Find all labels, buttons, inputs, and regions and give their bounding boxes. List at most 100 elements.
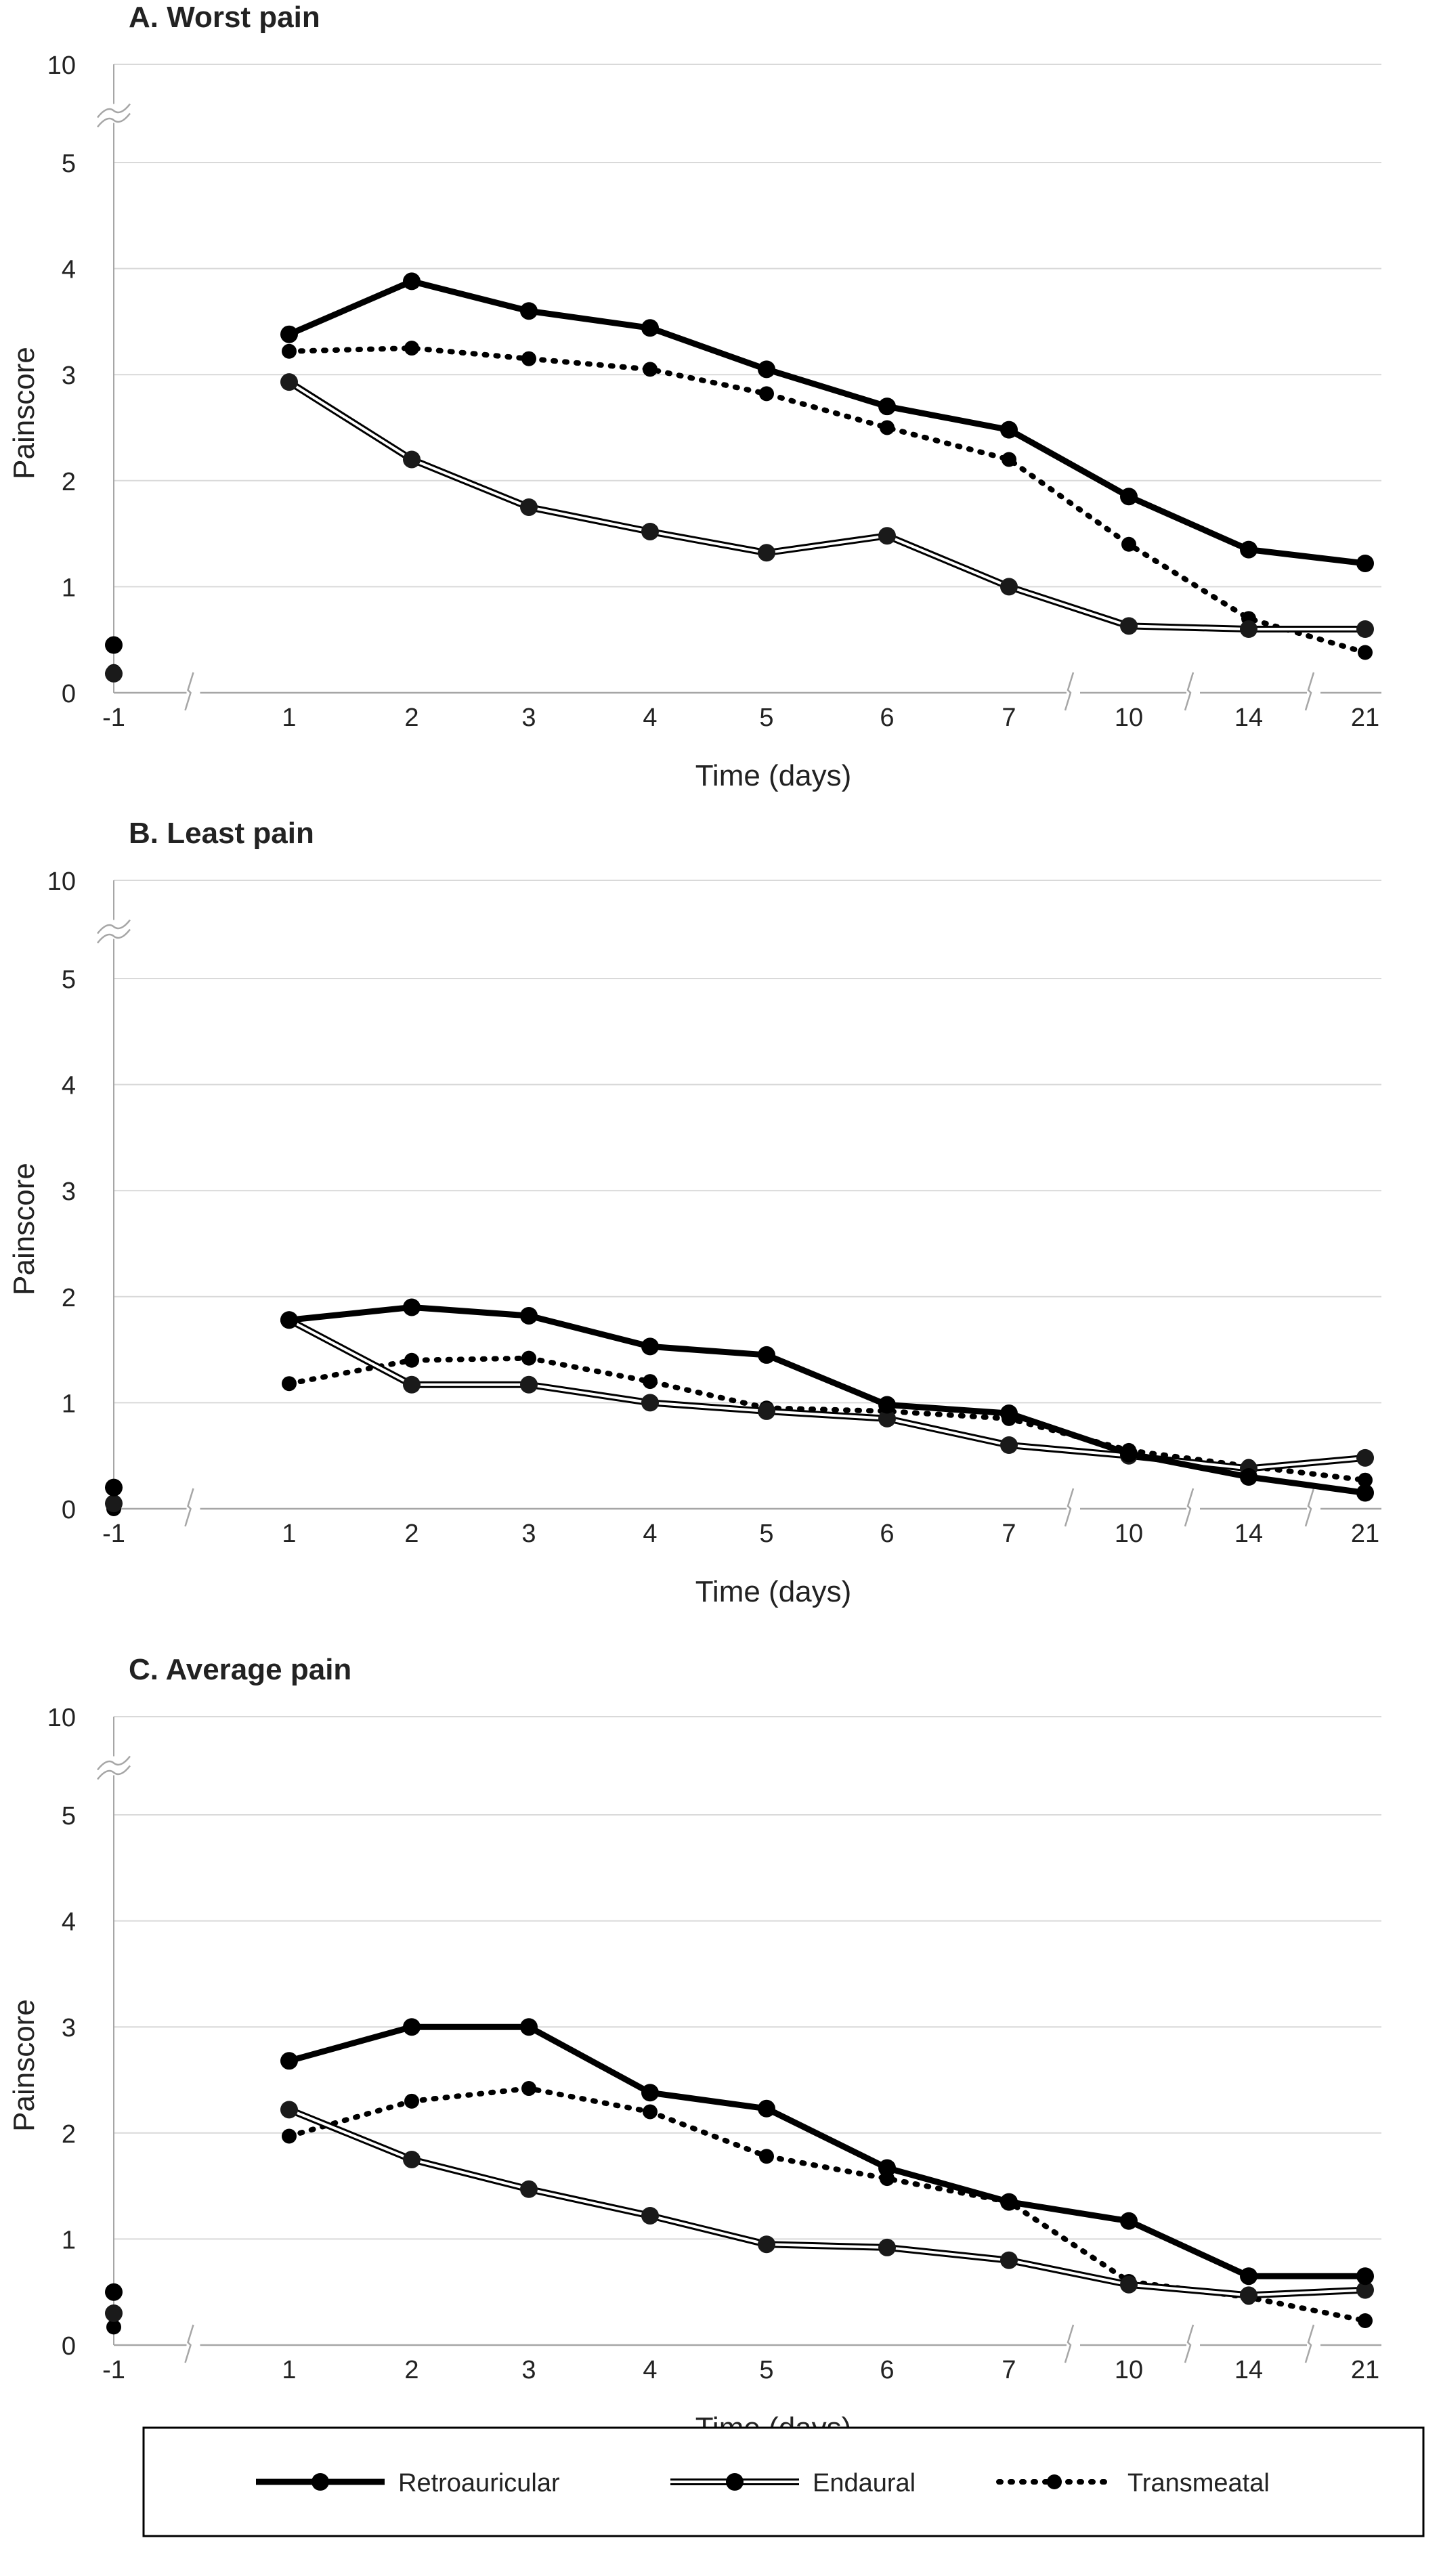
x-tick-label: 14 [1234,704,1263,732]
data-point-retroauricular [1356,2267,1374,2285]
x-tick-label: 5 [759,2356,773,2384]
data-point-retroauricular [280,325,298,343]
x-tick-label: 7 [1002,2356,1016,2384]
y-axis-break-mark [97,112,131,128]
x-tick-label: 14 [1234,2356,1263,2384]
data-point-retroauricular [1356,554,1374,572]
x-tick-label: 6 [880,2356,894,2384]
data-point-endaural [403,2150,421,2168]
data-point-transmeatal [880,420,895,435]
x-tick-label: 1 [282,704,296,732]
x-tick-label: 2 [404,704,418,732]
data-point-transmeatal [759,2149,774,2164]
x-axis-break-mark [1064,2324,1075,2363]
data-point-retroauricular [878,398,896,416]
x-tick-label: -1 [102,704,125,732]
y-tick-label: 0 [62,2332,76,2361]
y-axis-break-mark [97,928,131,944]
data-point-retroauricular [520,302,538,320]
legend-item-transmeatal: Transmeatal [996,2469,1270,2497]
chart-panel-1: A. Worst pain 0 1 2 3 4 5 10 -1 1 2 3 4 5 6 7 10 14 21 Time… [7,1,1381,792]
x-tick-label: 2 [404,1520,418,1548]
legend: Retroauricular Endaural Transmeatal [142,2426,1425,2537]
data-point-retroauricular [758,1346,775,1364]
y-tick-label: 1 [62,2226,76,2254]
data-point-transmeatal [282,2128,297,2144]
data-point-endaural [758,1402,775,1420]
data-point-endaural [641,2206,659,2225]
data-point-transmeatal [1358,1472,1373,1488]
x-tick-label: 10 [1115,2356,1143,2384]
x-axis-break-gap [1307,691,1320,695]
x-axis-break-gap [1067,2343,1080,2347]
data-point-endaural [1000,1436,1018,1455]
data-point-transmeatal [282,1376,297,1392]
x-axis-break-gap [1067,691,1080,695]
x-tick-label: 4 [643,1520,657,1548]
x-axis-break-mark [1304,672,1315,711]
data-point-endaural [1356,1448,1374,1467]
series-line-retroauricular [288,2023,1365,2279]
data-point-endaural [1120,2275,1138,2294]
y-tick-label: 3 [62,362,76,390]
x-axis-break-gap [186,2343,200,2347]
data-point-endaural [1000,2251,1018,2269]
x-axis-break-mark [184,2324,194,2363]
y-tick-label: 10 [47,51,76,80]
data-point-transmeatal [1358,2313,1373,2328]
data-point-retroauricular [403,272,421,291]
data-point-endaural [280,2101,298,2119]
data-point-transmeatal [521,1350,536,1366]
series-retroauricular [105,1298,1374,1502]
series-line-endaural-inner [288,1318,1366,1470]
data-point-retroauricular [1240,2267,1257,2285]
series-line-endaural-inner [288,2108,1366,2297]
data-point-retroauricular [641,2084,659,2102]
y-tick-label: 2 [62,2120,76,2149]
y-tick-label: 1 [62,1390,76,1418]
y-tick-label: 3 [62,2014,76,2042]
x-tick-label: 14 [1234,1520,1263,1548]
y-tick-label: 0 [62,680,76,708]
x-axis-break-gap [186,1507,200,1511]
y-tick-label: 5 [62,1802,76,1830]
x-axis-break-mark [184,1488,194,1527]
data-point-transmeatal [1002,452,1016,467]
y-tick-label: 1 [62,574,76,602]
y-tick-label: 5 [62,966,76,994]
data-point-transmeatal [1358,645,1373,660]
x-axis-break-mark [1304,2324,1315,2363]
series-transmeatal [106,1350,1373,1516]
data-point-retroauricular [105,2283,123,2301]
x-axis-break-gap [1186,2343,1200,2347]
data-point-endaural [878,1409,896,1427]
data-point-retroauricular [280,1311,298,1329]
x-tick-label: 3 [521,704,536,732]
chart-title: A. Worst pain [129,1,320,34]
data-point-retroauricular [1356,1484,1374,1502]
y-axis-label: Painscore [7,347,41,479]
series-line-retroauricular [288,1304,1366,1496]
y-tick-label: 4 [62,1072,76,1100]
y-tick-label: 5 [62,150,76,178]
x-axis-break-gap [1186,691,1200,695]
data-point-transmeatal [106,2319,121,2335]
data-point-endaural [1000,578,1018,596]
x-tick-label: 6 [880,1520,894,1548]
data-point-retroauricular [1120,488,1138,506]
data-point-transmeatal [521,2081,536,2097]
data-point-retroauricular [403,1298,421,1316]
data-point-transmeatal [643,2104,658,2120]
data-point-endaural [1356,620,1374,639]
legend-label-retroauricular: Retroauricular [398,2469,560,2497]
legend-item-retroauricular: Retroauricular [256,2469,560,2497]
data-point-retroauricular [403,2018,421,2036]
x-tick-label: 2 [404,2356,418,2384]
data-point-endaural [105,664,123,683]
data-point-endaural [1356,2281,1374,2299]
data-point-transmeatal [521,351,536,366]
series-endaural [105,2101,1374,2323]
data-point-endaural [520,1375,538,1394]
data-point-transmeatal [404,341,419,356]
data-point-retroauricular [878,1396,896,1414]
